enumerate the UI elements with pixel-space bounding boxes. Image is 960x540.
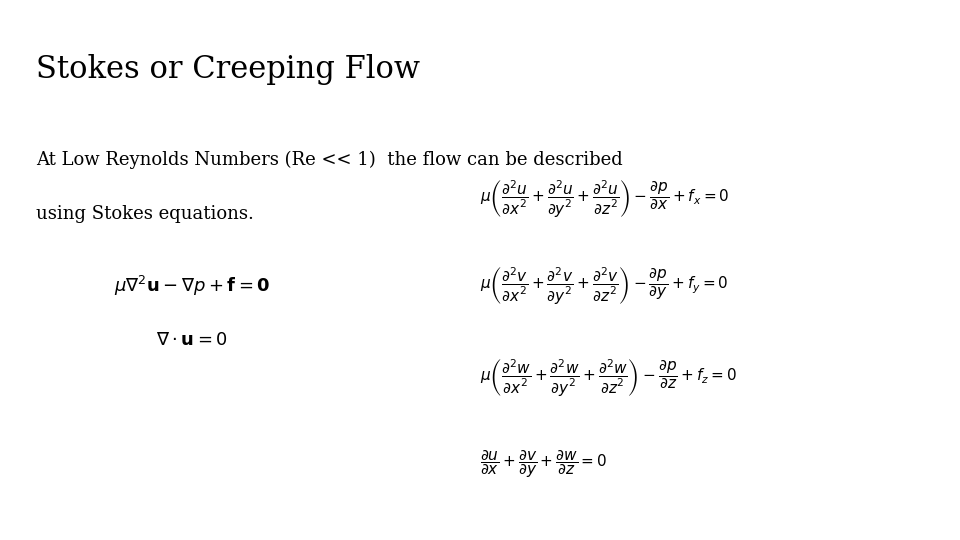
Text: $\mu\left(\dfrac{\partial^2 u}{\partial x^2} + \dfrac{\partial^2 u}{\partial y^2: $\mu\left(\dfrac{\partial^2 u}{\partial …	[480, 179, 730, 220]
Text: At Low Reynolds Numbers (Re << 1)  the flow can be described: At Low Reynolds Numbers (Re << 1) the fl…	[36, 151, 623, 170]
Text: using Stokes equations.: using Stokes equations.	[36, 205, 254, 223]
Text: $\mu\nabla^2\mathbf{u} - \nabla p + \mathbf{f} = \mathbf{0}$: $\mu\nabla^2\mathbf{u} - \nabla p + \mat…	[114, 274, 270, 298]
Text: $\mu\left(\dfrac{\partial^2 v}{\partial x^2} + \dfrac{\partial^2 v}{\partial y^2: $\mu\left(\dfrac{\partial^2 v}{\partial …	[480, 266, 729, 307]
Text: $\mu\left(\dfrac{\partial^2 w}{\partial x^2} + \dfrac{\partial^2 w}{\partial y^2: $\mu\left(\dfrac{\partial^2 w}{\partial …	[480, 357, 737, 399]
Text: Stokes or Creeping Flow: Stokes or Creeping Flow	[36, 54, 420, 85]
Text: $\dfrac{\partial u}{\partial x} + \dfrac{\partial v}{\partial y} + \dfrac{\parti: $\dfrac{\partial u}{\partial x} + \dfrac…	[480, 449, 608, 480]
Text: $\nabla \cdot \mathbf{u} = 0$: $\nabla \cdot \mathbf{u} = 0$	[156, 331, 228, 349]
